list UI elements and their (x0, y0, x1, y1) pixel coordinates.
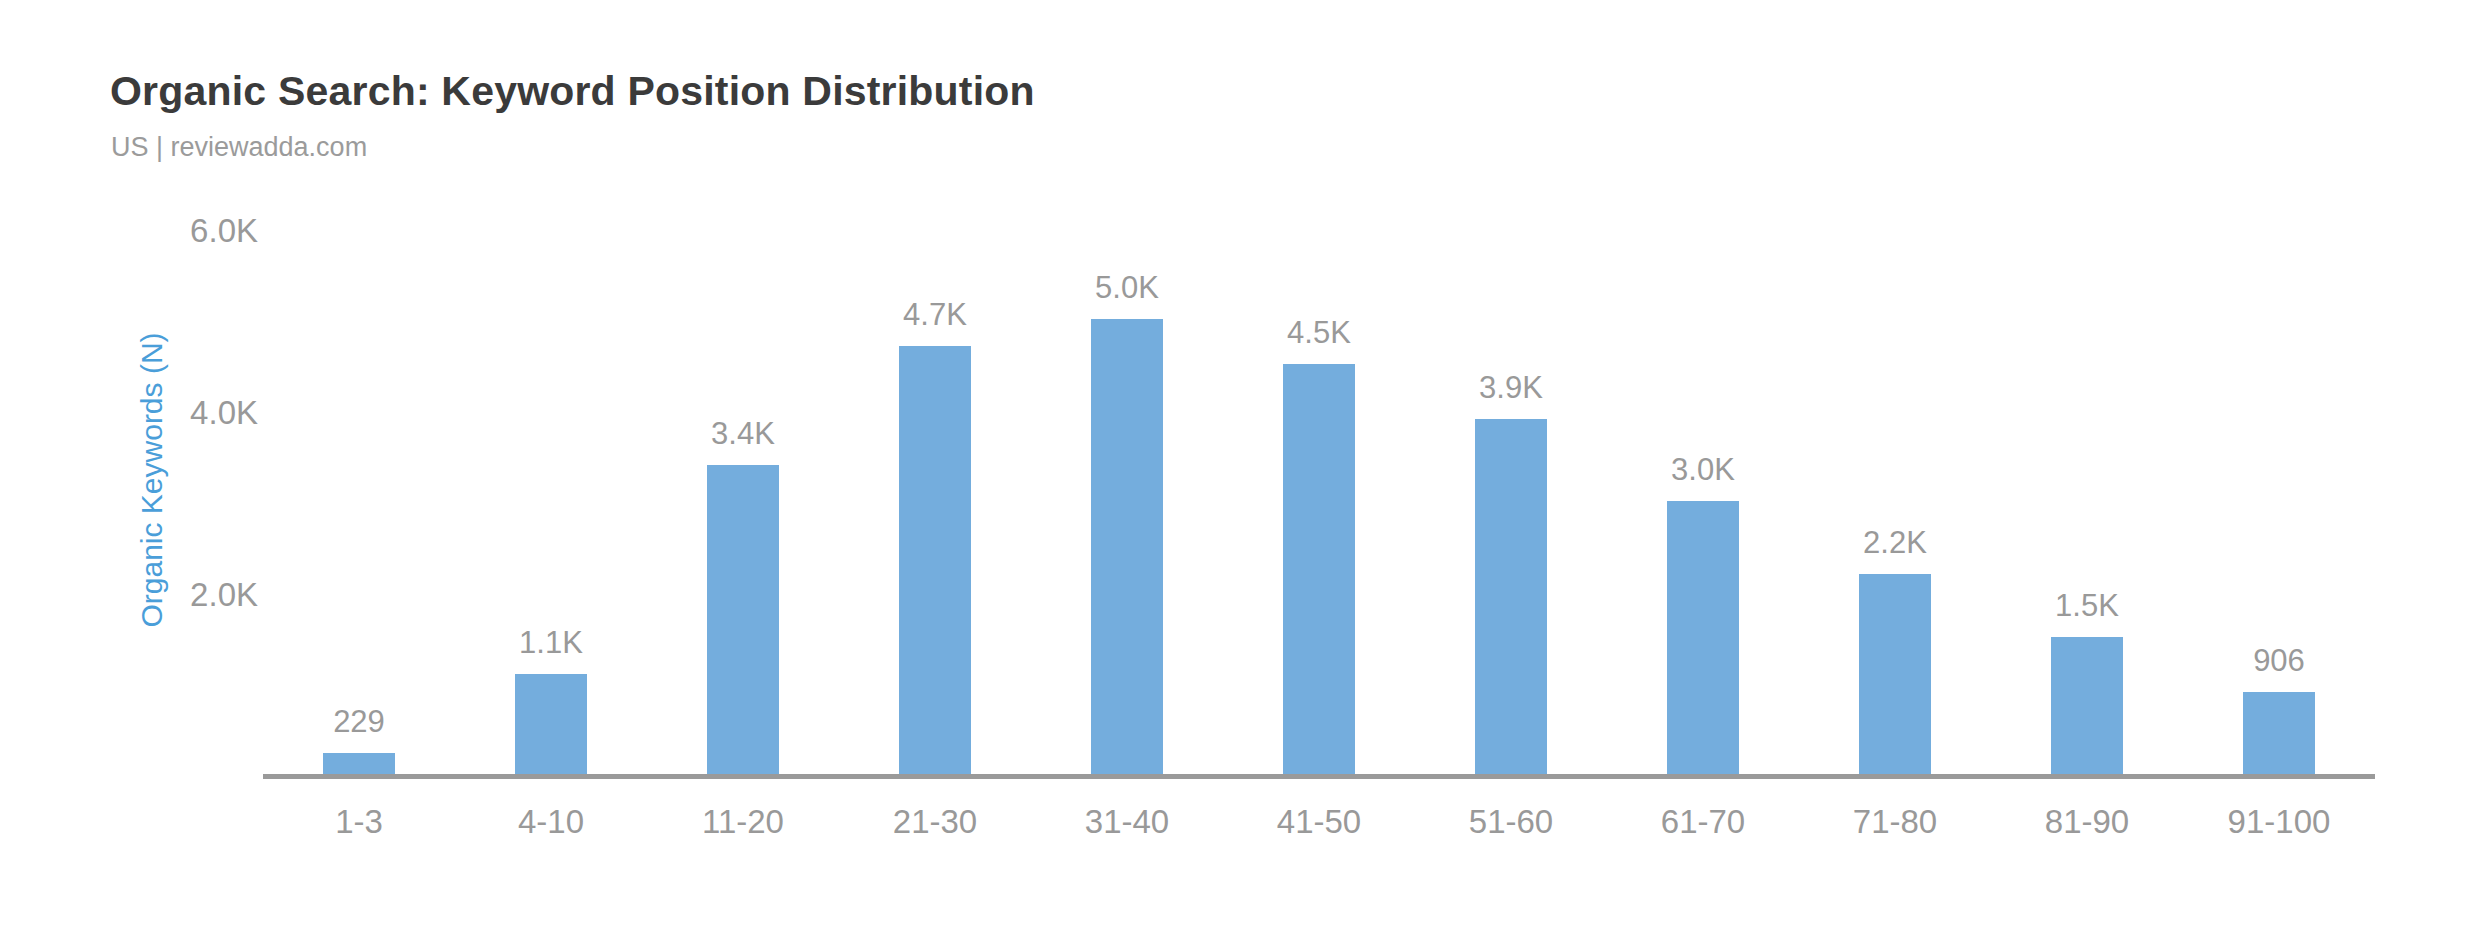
bar-slot: 4.5K (1223, 200, 1415, 774)
bar[interactable] (323, 753, 395, 774)
x-tick-label: 11-20 (647, 805, 839, 838)
bar-value-label: 2.2K (1863, 527, 1927, 558)
bar[interactable] (707, 465, 779, 774)
bar-slot: 1.1K (455, 200, 647, 774)
bar-value-label: 3.0K (1671, 454, 1735, 485)
bar-value-label: 4.7K (903, 299, 967, 330)
chart-card: Organic Search: Keyword Position Distrib… (0, 0, 2479, 927)
bar-value-label: 3.9K (1479, 372, 1543, 403)
chart-title: Organic Search: Keyword Position Distrib… (110, 68, 1035, 115)
bar-slot: 1.5K (1991, 200, 2183, 774)
x-tick-label: 41-50 (1223, 805, 1415, 838)
x-axis-labels: 1-34-1011-2021-3031-4041-5051-6061-7071-… (263, 805, 2375, 838)
bar-slot: 3.9K (1415, 200, 1607, 774)
x-tick-label: 21-30 (839, 805, 1031, 838)
bar-slot: 5.0K (1031, 200, 1223, 774)
y-tick-label: 4.0K (0, 396, 262, 429)
bar[interactable] (1283, 364, 1355, 774)
x-tick-label: 51-60 (1415, 805, 1607, 838)
bar-value-label: 229 (333, 706, 385, 737)
x-tick-label: 81-90 (1991, 805, 2183, 838)
x-tick-label: 91-100 (2183, 805, 2375, 838)
bar[interactable] (1091, 319, 1163, 774)
bar-value-label: 1.1K (519, 627, 583, 658)
x-tick-label: 4-10 (455, 805, 647, 838)
bars-container: 229 1.1K 3.4K 4.7K 5.0K 4.5K 3.9K 3.0K 2.2K 1.5K 9… (263, 200, 2375, 774)
x-tick-label: 61-70 (1607, 805, 1799, 838)
bar-slot: 2.2K (1799, 200, 1991, 774)
bar-value-label: 906 (2253, 645, 2305, 676)
bar[interactable] (899, 346, 971, 774)
bar-slot: 229 (263, 200, 455, 774)
bar[interactable] (2051, 637, 2123, 774)
x-tick-label: 1-3 (263, 805, 455, 838)
bar-value-label: 1.5K (2055, 590, 2119, 621)
bar[interactable] (1859, 574, 1931, 774)
bar-value-label: 4.5K (1287, 317, 1351, 348)
bar-value-label: 3.4K (711, 418, 775, 449)
bar[interactable] (2243, 692, 2315, 774)
plot-area: 229 1.1K 3.4K 4.7K 5.0K 4.5K 3.9K 3.0K 2.2K 1.5K 9… (263, 200, 2375, 838)
chart-subtitle: US | reviewadda.com (111, 132, 367, 163)
bar-slot: 906 (2183, 200, 2375, 774)
y-tick-label: 2.0K (0, 578, 262, 611)
bar[interactable] (515, 674, 587, 774)
bar[interactable] (1475, 419, 1547, 774)
x-tick-label: 31-40 (1031, 805, 1223, 838)
y-tick-label: 6.0K (0, 214, 262, 247)
bar-slot: 3.0K (1607, 200, 1799, 774)
x-tick-label: 71-80 (1799, 805, 1991, 838)
bar-slot: 4.7K (839, 200, 1031, 774)
x-axis-line (263, 774, 2375, 779)
bar-value-label: 5.0K (1095, 272, 1159, 303)
bar-slot: 3.4K (647, 200, 839, 774)
bar[interactable] (1667, 501, 1739, 774)
